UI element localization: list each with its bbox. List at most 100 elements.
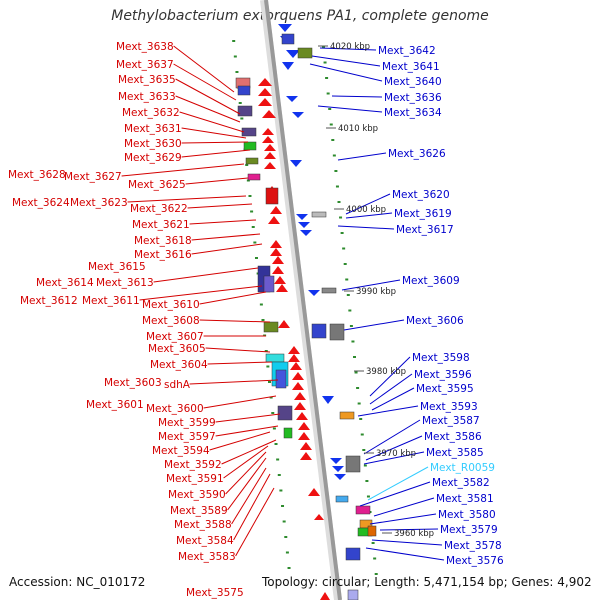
gene-label-left[interactable]: Mext_3600 xyxy=(146,403,204,415)
gene-label-left[interactable]: Mext_3594 xyxy=(152,445,210,457)
leader-line xyxy=(187,203,253,209)
gene-label-left[interactable]: Mext_3588 xyxy=(174,519,232,531)
gene-label-right[interactable]: Mext_3619 xyxy=(394,208,452,220)
gene-label-left[interactable]: Mext_3622 xyxy=(130,203,188,215)
gene-box xyxy=(321,287,337,294)
gene-label-left[interactable]: Mext_3630 xyxy=(124,138,182,150)
gene-box xyxy=(339,411,355,420)
gene-label-right[interactable]: Mext_3580 xyxy=(438,509,496,521)
gene-label-right[interactable]: Mext_3586 xyxy=(424,431,482,443)
gene-label-left[interactable]: Mext_3632 xyxy=(122,107,180,119)
gene-label-left[interactable]: Mext_3621 xyxy=(132,219,190,231)
gene-arrow-up xyxy=(272,266,284,274)
gene-label-left[interactable]: Mext_3583 xyxy=(178,551,236,563)
backbone-line xyxy=(264,0,342,600)
gene-label-right[interactable]: Mext_3609 xyxy=(402,275,460,287)
tick-dot xyxy=(250,210,254,213)
gene-arrow-up xyxy=(300,452,312,460)
gene-label-right[interactable]: Mext_3579 xyxy=(440,524,498,536)
gene-box xyxy=(237,85,251,96)
gene-label-left[interactable]: Mext_3610 xyxy=(142,299,200,311)
gene-label-left[interactable]: Mext_3629 xyxy=(124,152,182,164)
leader-line xyxy=(215,413,281,423)
gene-label-left[interactable]: Mext_3616 xyxy=(134,249,192,261)
gene-label-left[interactable]: Mext_3631 xyxy=(124,123,182,135)
gene-label-left[interactable]: Mext_3604 xyxy=(150,359,208,371)
gene-arrow-down xyxy=(290,160,302,167)
gene-label-right[interactable]: Mext_3634 xyxy=(384,107,442,119)
gene-label-right[interactable]: Mext_3641 xyxy=(382,61,440,73)
gene-labels[interactable]: Mext_3638 Mext_3637 Mext_3635 Mext_3633 Mext… xyxy=(8,41,504,599)
gene-label-left[interactable]: Mext_3597 xyxy=(158,431,216,443)
gene-label-right[interactable]: Mext_3576 xyxy=(446,555,504,567)
gene-label-left[interactable]: Mext_3627 xyxy=(64,171,122,183)
gene-label-left[interactable]: Mext_3614 xyxy=(36,277,94,289)
gene-label-right[interactable]: Mext_3606 xyxy=(406,315,464,327)
tick-dot xyxy=(251,226,255,228)
tick-dot xyxy=(259,303,263,306)
gene-label-right[interactable]: Mext_3587 xyxy=(422,415,480,427)
gene-label-left[interactable]: Mext_3589 xyxy=(170,505,228,517)
gene-label-right[interactable]: Mext_3640 xyxy=(384,76,442,88)
gene-label-left[interactable]: Mext_3601 xyxy=(86,399,144,411)
gene-label-right[interactable]: Mext_3593 xyxy=(420,401,478,413)
gene-label-right[interactable]: Mext_3585 xyxy=(426,447,484,459)
leader-line xyxy=(139,285,263,301)
tick-dot xyxy=(282,520,286,523)
gene-label-left[interactable]: Mext_3628 xyxy=(8,169,66,181)
gene-label-left[interactable]: Mext_3608 xyxy=(142,315,200,327)
gene-label-left[interactable]: Mext_3584 xyxy=(176,535,234,547)
gene-label-left[interactable]: Mext_3635 xyxy=(118,74,176,86)
gene-label-right[interactable]: Mext_3636 xyxy=(384,92,442,104)
gene-label-left[interactable]: Mext_3592 xyxy=(164,459,222,471)
tick-dot xyxy=(349,325,353,327)
gene-label-left[interactable]: Mext_3625 xyxy=(128,179,186,191)
gene-label-right[interactable]: Mext_3595 xyxy=(416,383,474,395)
gene-label-left[interactable]: Mext_3599 xyxy=(158,417,216,429)
gene-label-left[interactable]: Mext_3637 xyxy=(116,59,174,71)
gene-label-right[interactable]: Mext_3617 xyxy=(396,224,454,236)
tick-dot xyxy=(323,61,327,64)
gene-label-left[interactable]: Mext_3603 xyxy=(104,377,162,389)
gene-label-left[interactable]: Mext_3591 xyxy=(166,473,224,485)
gene-label-left[interactable]: Mext_3605 xyxy=(148,343,206,355)
tick-dot xyxy=(365,480,369,482)
gene-label-left[interactable]: Mext_3633 xyxy=(118,91,176,103)
tick-dot xyxy=(322,46,325,48)
gene-label-left[interactable]: Mext_3613 xyxy=(96,277,154,289)
gene-label-left[interactable]: Mext_3611 xyxy=(82,295,140,307)
gene-label-left[interactable]: Mext_3623 xyxy=(70,197,128,209)
gene-arrow-up xyxy=(288,354,300,362)
gene-label-left[interactable]: Mext_3607 xyxy=(146,331,204,343)
gene-label-right[interactable]: Mext_3598 xyxy=(412,352,470,364)
gene-label-right[interactable]: Mext_3582 xyxy=(432,477,490,489)
gene-label-right[interactable]: Mext_3578 xyxy=(444,540,502,552)
gene-label-left[interactable]: Mext_3615 xyxy=(88,261,146,273)
gene-arrow-down xyxy=(298,222,310,228)
gene-features xyxy=(235,24,377,600)
kbp-marker-label: 3960 kbp xyxy=(394,529,434,539)
gene-label-right[interactable]: Mext_3626 xyxy=(388,148,446,160)
gene-box xyxy=(335,495,349,503)
tick-dot xyxy=(337,201,341,203)
gene-label-right[interactable]: Mext_3620 xyxy=(392,189,450,201)
gene-label-left[interactable]: Mext_3638 xyxy=(116,41,174,53)
gene-label-right[interactable]: Mext_3642 xyxy=(378,45,436,57)
gene-label-left[interactable]: Mext_3612 xyxy=(20,295,78,307)
gene-label-right[interactable]: Mext_3596 xyxy=(414,369,472,381)
gene-label-left[interactable]: Mext_3618 xyxy=(134,235,192,247)
gene-label-left[interactable]: Mext_3624 xyxy=(12,197,70,209)
tick-dot xyxy=(335,185,339,188)
gene-label-right[interactable]: Mext_3581 xyxy=(436,493,494,505)
tick-dot xyxy=(233,55,237,58)
kbp-marker-label: 4020 kbp xyxy=(330,42,370,52)
gene-label-left[interactable]: Mext_3575 xyxy=(186,587,244,599)
gene-label-left[interactable]: Mext_3590 xyxy=(168,489,226,501)
gene-label-left[interactable]: sdhA xyxy=(164,379,191,391)
tick-dot xyxy=(356,387,360,389)
gene-arrow-up xyxy=(320,592,330,600)
tick-dot xyxy=(284,536,288,538)
gene-label-right[interactable]: Mext_R0059 xyxy=(430,462,495,474)
tick-dot xyxy=(274,443,278,445)
leader-line xyxy=(373,497,435,517)
